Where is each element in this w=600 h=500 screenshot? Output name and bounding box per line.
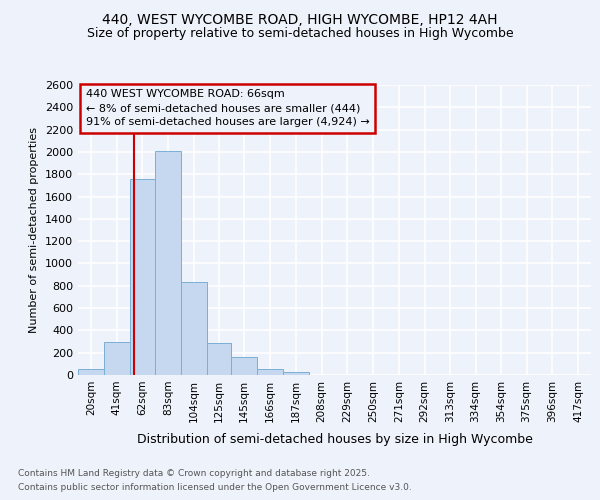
Bar <box>155 151 181 375</box>
Bar <box>104 342 130 375</box>
Text: 440, WEST WYCOMBE ROAD, HIGH WYCOMBE, HP12 4AH: 440, WEST WYCOMBE ROAD, HIGH WYCOMBE, HP… <box>102 12 498 26</box>
Bar <box>232 357 257 375</box>
Bar <box>207 342 232 375</box>
Bar <box>257 370 283 375</box>
Text: 440 WEST WYCOMBE ROAD: 66sqm
← 8% of semi-detached houses are smaller (444)
91% : 440 WEST WYCOMBE ROAD: 66sqm ← 8% of sem… <box>86 90 370 128</box>
Bar <box>283 372 309 375</box>
Bar <box>78 369 104 375</box>
Text: Size of property relative to semi-detached houses in High Wycombe: Size of property relative to semi-detach… <box>86 28 514 40</box>
Bar <box>181 282 207 375</box>
Y-axis label: Number of semi-detached properties: Number of semi-detached properties <box>29 127 40 333</box>
Text: Contains public sector information licensed under the Open Government Licence v3: Contains public sector information licen… <box>18 484 412 492</box>
X-axis label: Distribution of semi-detached houses by size in High Wycombe: Distribution of semi-detached houses by … <box>137 433 532 446</box>
Bar <box>130 178 155 375</box>
Text: Contains HM Land Registry data © Crown copyright and database right 2025.: Contains HM Land Registry data © Crown c… <box>18 468 370 477</box>
